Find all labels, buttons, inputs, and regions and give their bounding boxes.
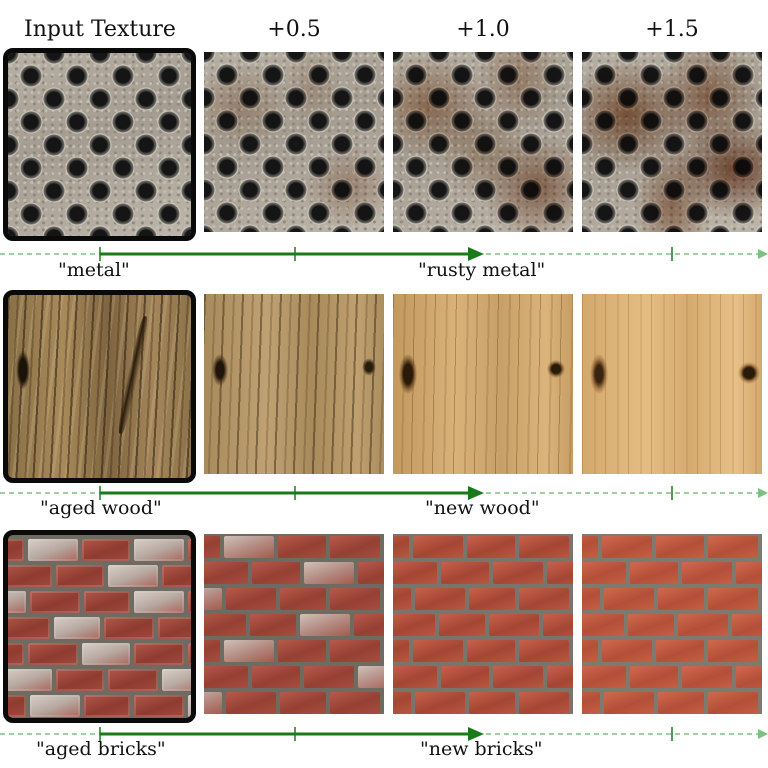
- axis-row-metal: [0, 247, 768, 261]
- source-label-aged-wood: "aged wood": [40, 497, 162, 519]
- header-step-1-0: +1.0: [456, 16, 510, 42]
- target-label-new-wood: "new wood": [425, 497, 540, 519]
- perforation-pattern: [204, 52, 384, 232]
- output-wood-1-0: [393, 294, 573, 474]
- header-step-1-5: +1.5: [645, 16, 699, 42]
- wood-knot: [212, 354, 228, 386]
- output-bricks-1-0: [393, 534, 573, 714]
- axis-row-bricks: [0, 727, 768, 741]
- wood-knot: [738, 362, 760, 384]
- rust-overlay: [582, 52, 762, 232]
- output-metal-1-0: [393, 52, 573, 232]
- output-wood-0-5: [204, 294, 384, 474]
- source-label-metal: "metal": [58, 259, 130, 281]
- perforation-pattern: [8, 53, 191, 236]
- output-metal-0-5: [204, 52, 384, 232]
- input-texture-metal: [3, 48, 196, 241]
- output-bricks-1-5: [582, 534, 762, 714]
- output-wood-1-5: [582, 294, 762, 474]
- wood-knot: [547, 360, 565, 378]
- source-label-aged-bricks: "aged bricks": [36, 738, 166, 760]
- rust-overlay: [204, 52, 384, 232]
- target-label-rusty-metal: "rusty metal": [418, 259, 546, 281]
- input-texture-aged-wood: [3, 290, 196, 483]
- wood-crack: [115, 315, 151, 435]
- wood-knot: [399, 354, 417, 394]
- target-label-new-bricks: "new bricks": [420, 738, 543, 760]
- wood-knot: [362, 358, 376, 376]
- header-step-0-5: +0.5: [267, 16, 321, 42]
- input-texture-aged-bricks: [3, 530, 196, 723]
- rust-overlay: [393, 52, 573, 232]
- axis-row-wood: [0, 486, 768, 500]
- wood-crack: [16, 350, 30, 390]
- output-bricks-0-5: [204, 534, 384, 714]
- header-input-texture: Input Texture: [24, 16, 176, 42]
- output-metal-1-5: [582, 52, 762, 232]
- wood-knot: [590, 354, 608, 394]
